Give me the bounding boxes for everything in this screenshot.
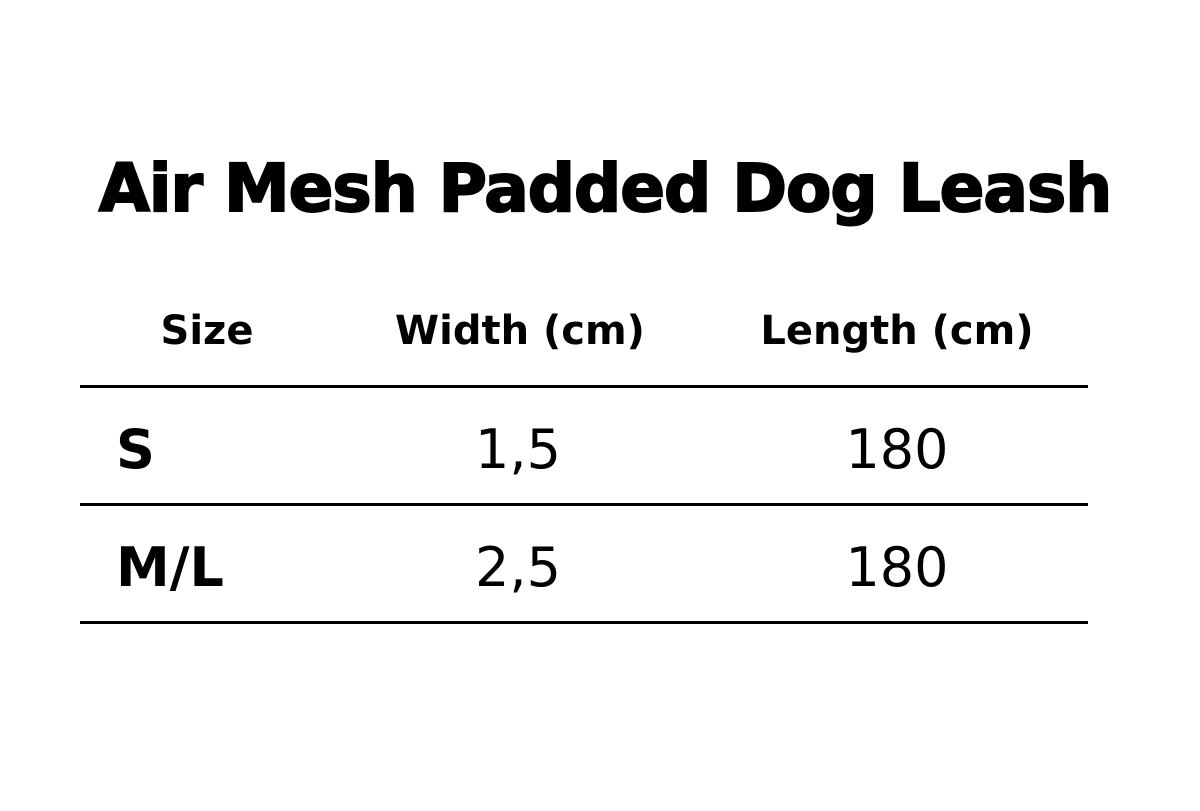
page-title: Air Mesh Padded Dog Leash xyxy=(98,149,1114,228)
header-size: Size xyxy=(160,308,254,354)
divider xyxy=(80,385,1088,388)
divider xyxy=(80,503,1088,506)
header-length: Length (cm) xyxy=(760,308,1034,354)
length-cell: 180 xyxy=(845,536,949,599)
size-cell: M/L xyxy=(116,536,224,599)
size-cell: S xyxy=(116,418,155,481)
width-cell: 1,5 xyxy=(475,418,561,481)
divider xyxy=(80,621,1088,624)
header-width: Width (cm) xyxy=(395,308,645,354)
length-cell: 180 xyxy=(845,418,949,481)
width-cell: 2,5 xyxy=(475,536,561,599)
